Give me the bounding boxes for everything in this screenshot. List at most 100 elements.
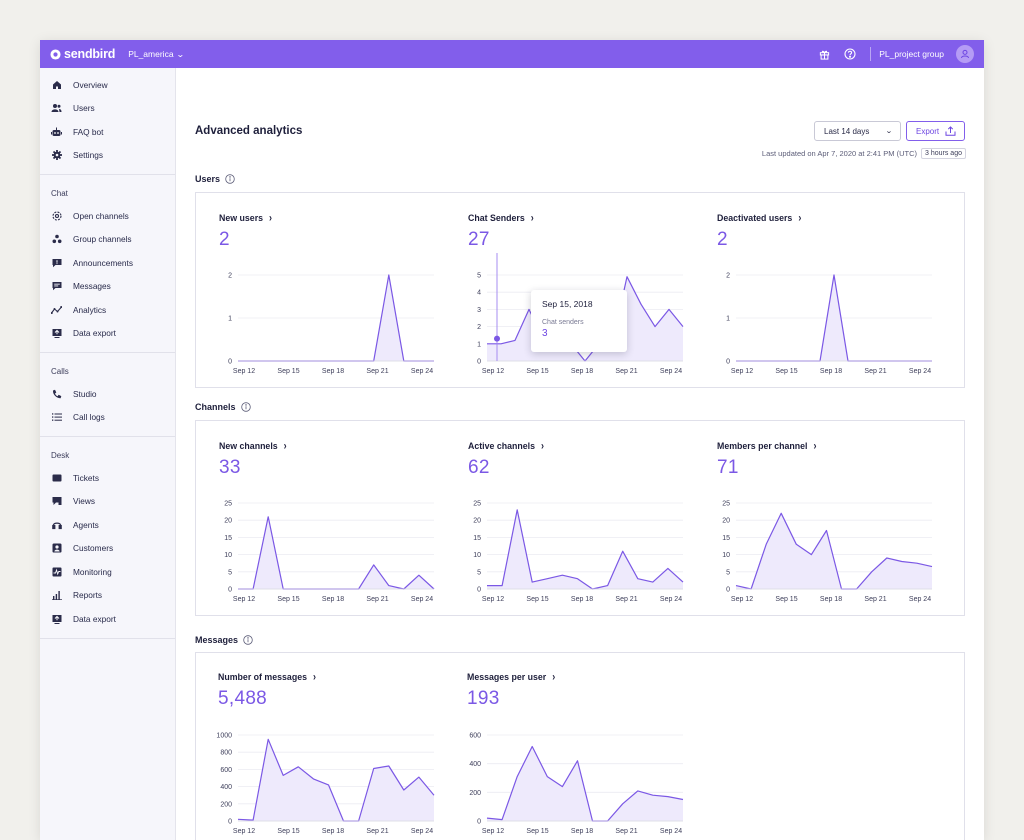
x-tick-label: Sep 21 xyxy=(366,596,388,603)
sidebar-item-label: Overview xyxy=(73,79,108,90)
y-tick-label: 1 xyxy=(228,316,232,323)
export-button[interactable]: Export xyxy=(906,121,965,141)
x-tick-label: Sep 18 xyxy=(322,368,344,375)
y-tick-label: 5 xyxy=(228,569,232,576)
sidebar-section-title: Desk xyxy=(51,451,70,460)
x-tick-label: Sep 24 xyxy=(909,596,931,603)
chart-deactivated-users[interactable]: 0 1 2 Sep 12 Sep 15 Sep 18 Sep 21 Sep 24 xyxy=(714,265,939,375)
info-icon[interactable] xyxy=(243,635,253,645)
sidebar-item-label: Monitoring xyxy=(73,566,112,577)
y-tick-label: 0 xyxy=(228,359,232,366)
x-tick-label: Sep 12 xyxy=(482,828,504,835)
sidebar-item-label: Studio xyxy=(73,388,97,399)
metric-link-new-channels[interactable]: New channels › xyxy=(219,440,287,452)
users-icon xyxy=(51,103,62,114)
help-icon[interactable] xyxy=(840,44,860,64)
hover-point xyxy=(494,335,500,342)
open-channels-icon xyxy=(51,210,62,221)
sidebar-item-reports[interactable]: Reports xyxy=(40,584,175,608)
user-avatar[interactable] xyxy=(956,45,974,63)
sidebar-item-announcements[interactable]: Announcements xyxy=(40,251,175,275)
metric-title: Active channels xyxy=(468,441,535,451)
org-selector[interactable]: PL_america ⌄ xyxy=(128,49,185,59)
chart-messages-per-user[interactable]: 0 200 400 600 Sep 12 Sep 15 Sep 18 Sep 21 Sep 24 xyxy=(465,725,690,835)
x-tick-label: Sep 15 xyxy=(277,828,299,835)
metric-title: Members per channel xyxy=(717,441,808,451)
x-tick-label: Sep 18 xyxy=(322,596,344,603)
section-title-users: Users xyxy=(195,174,235,184)
chart-new-users[interactable]: 0 1 2 Sep 12 Sep 15 Sep 18 Sep 21 Sep 24 xyxy=(216,265,441,375)
y-tick-label: 600 xyxy=(220,767,232,774)
metric-link-new-users[interactable]: New users › xyxy=(219,212,272,224)
section-label-text: Messages xyxy=(195,635,239,645)
chart-active-channels[interactable]: 0 5 10 15 20 25 Sep 12 Sep 15 Sep 18 Sep 21 Sep 24 xyxy=(465,493,690,603)
y-tick-label: 5 xyxy=(477,569,481,576)
metric-link-members-per-channel[interactable]: Members per channel › xyxy=(717,440,816,452)
metric-link-chat-senders[interactable]: Chat Senders › xyxy=(468,212,534,224)
sidebar-item-open-channels[interactable]: Open channels xyxy=(40,204,175,228)
info-icon[interactable] xyxy=(225,174,235,184)
series-area xyxy=(487,746,683,821)
sidebar-item-label: Group channels xyxy=(73,234,132,245)
project-selector[interactable]: PL_project group xyxy=(879,49,944,59)
sidebar-item-analytics[interactable]: Analytics xyxy=(40,298,175,322)
y-tick-label: 4 xyxy=(477,290,481,297)
sidebar-item-overview[interactable]: Overview xyxy=(40,73,175,97)
sidebar-item-call-logs[interactable]: Call logs xyxy=(40,406,175,430)
chart-number-of-messages[interactable]: 0 200 400 600 800 1000 Sep 12 Sep 15 Sep 18 Sep 2… xyxy=(216,725,441,835)
chevron-down-icon: ⌄ xyxy=(175,49,185,59)
info-icon[interactable] xyxy=(240,402,251,412)
metric-link-number-of-messages[interactable]: Number of messages › xyxy=(218,671,316,683)
sendbird-logo[interactable]: sendbird xyxy=(50,47,115,61)
sidebar-item-agents[interactable]: Agents xyxy=(40,513,175,537)
date-range-select[interactable]: Last 14 days ⌄ xyxy=(814,121,901,141)
sidebar-item-data-export[interactable]: Data export xyxy=(40,322,175,346)
series-line xyxy=(735,512,933,590)
x-tick-label: Sep 21 xyxy=(615,596,637,603)
metric-link-deactivated-users[interactable]: Deactivated users › xyxy=(717,212,801,224)
gear-icon xyxy=(51,150,62,161)
sidebar-item-label: Analytics xyxy=(73,304,107,315)
sidebar-item-tickets[interactable]: Tickets xyxy=(40,466,175,490)
export-icon xyxy=(51,613,62,624)
upload-icon xyxy=(945,126,956,136)
metric-link-active-channels[interactable]: Active channels › xyxy=(468,440,544,452)
updated-ago-badge: 3 hours ago xyxy=(921,148,966,159)
series-line xyxy=(486,745,684,822)
sidebar-item-label: Users xyxy=(73,103,95,114)
sidebar-item-views[interactable]: Views xyxy=(40,490,175,514)
sidebar-item-label: Views xyxy=(73,496,95,507)
list-icon xyxy=(51,412,62,423)
chevron-right-icon: › xyxy=(530,212,534,224)
sidebar-item-monitoring[interactable]: Monitoring xyxy=(40,560,175,584)
sidebar-item-faq-bot[interactable]: FAQ bot xyxy=(40,120,175,144)
metric-link-messages-per-user[interactable]: Messages per user › xyxy=(467,671,555,683)
sidebar-item-studio[interactable]: Studio xyxy=(40,382,175,406)
y-tick-label: 5 xyxy=(477,273,481,280)
chart-members-per-channel[interactable]: 0 5 10 15 20 25 Sep 12 Sep 15 Sep 18 Sep 21 Sep 24 xyxy=(714,493,939,603)
sidebar-item-desk-data-export[interactable]: Data export xyxy=(40,607,175,631)
chart-new-channels[interactable]: 0 5 10 15 20 25 Sep 12 Sep 15 Sep 18 Sep 21 Sep 24 xyxy=(216,493,441,603)
x-tick-label: Sep 24 xyxy=(660,368,682,375)
sidebar-item-customers[interactable]: Customers xyxy=(40,537,175,561)
x-tick-label: Sep 24 xyxy=(660,828,682,835)
metric-members-per-channel: Members per channel › 71 xyxy=(717,440,816,479)
y-tick-label: 400 xyxy=(220,784,232,791)
export-icon xyxy=(51,328,62,339)
sidebar-item-users[interactable]: Users xyxy=(40,97,175,121)
sidebar-item-messages[interactable]: Messages xyxy=(40,275,175,299)
y-tick-label: 800 xyxy=(220,750,232,757)
sidebar-item-group-channels[interactable]: Group channels xyxy=(40,228,175,252)
gift-icon[interactable] xyxy=(814,44,834,64)
y-tick-label: 0 xyxy=(477,359,481,366)
y-tick-label: 20 xyxy=(473,518,481,525)
series-area xyxy=(736,275,932,361)
tooltip-label: Chat senders xyxy=(542,319,584,326)
date-range-value: Last 14 days xyxy=(824,126,870,136)
y-tick-label: 10 xyxy=(473,552,481,559)
metric-chat-senders: Chat Senders › 27 xyxy=(468,212,534,251)
sidebar-item-settings[interactable]: Settings xyxy=(40,144,175,168)
y-tick-label: 1 xyxy=(726,316,730,323)
sidebar-group-desk: Desk Tickets Views Agents Customers Moni… xyxy=(40,437,175,639)
ticket-icon xyxy=(51,472,62,483)
